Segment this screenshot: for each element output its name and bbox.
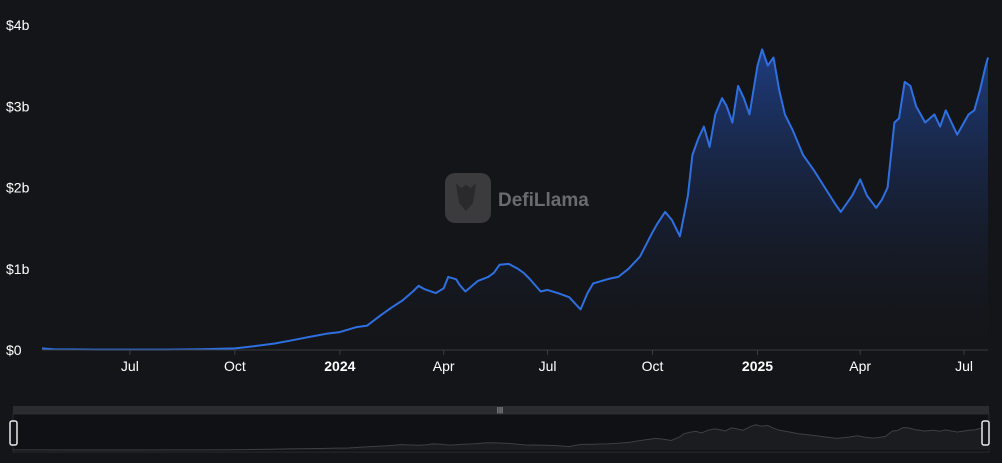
x-axis: Jul Oct 2024 Apr Jul Oct 2025 Apr Jul xyxy=(121,350,973,374)
defillama-watermark: DefiLlama xyxy=(445,173,589,223)
tvl-area xyxy=(42,49,988,351)
y-tick-label: $3b xyxy=(6,98,30,114)
slider-left-handle[interactable] xyxy=(9,420,18,446)
y-tick-label: $1b xyxy=(6,261,30,277)
slider-right-handle[interactable] xyxy=(981,420,990,446)
mini-line xyxy=(13,424,990,451)
x-tick-label: Apr xyxy=(849,358,871,374)
y-tick-label: $0 xyxy=(6,342,22,358)
y-tick-label: $2b xyxy=(6,180,30,196)
watermark-brand: DefiLlama xyxy=(498,190,589,211)
slider-top-bar[interactable] xyxy=(13,406,989,414)
x-tick-label: 2024 xyxy=(324,358,355,374)
x-tick-label: Jul xyxy=(955,358,973,374)
tvl-line xyxy=(41,48,989,351)
y-axis: $0 $1b $2b $3b $4b xyxy=(6,17,30,358)
slider-mini-chart xyxy=(13,424,990,451)
range-slider[interactable]: ||| xyxy=(9,406,990,453)
x-tick-label: 2025 xyxy=(742,358,773,374)
x-tick-label: Apr xyxy=(433,358,455,374)
x-tick-label: Oct xyxy=(224,358,246,374)
plot-area xyxy=(41,48,989,351)
slider-drag-grip-icon[interactable]: ||| xyxy=(497,406,503,415)
mini-area xyxy=(13,424,989,450)
y-tick-label: $4b xyxy=(6,17,30,33)
x-tick-label: Jul xyxy=(121,358,139,374)
x-tick-label: Oct xyxy=(642,358,664,374)
x-tick-label: Jul xyxy=(539,358,557,374)
